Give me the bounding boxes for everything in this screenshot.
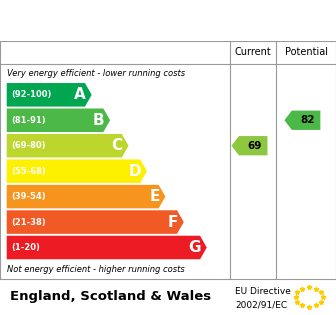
Polygon shape	[284, 111, 320, 130]
Text: England, Scotland & Wales: England, Scotland & Wales	[10, 290, 211, 303]
Text: (81-91): (81-91)	[11, 116, 46, 125]
Text: E: E	[149, 189, 160, 204]
Text: 69: 69	[248, 141, 262, 151]
Text: (69-80): (69-80)	[11, 141, 46, 150]
Text: A: A	[74, 87, 86, 102]
Text: (21-38): (21-38)	[11, 218, 46, 226]
Polygon shape	[7, 210, 184, 234]
Text: 82: 82	[300, 115, 315, 125]
Text: Potential: Potential	[285, 47, 328, 57]
Text: D: D	[129, 164, 141, 179]
Polygon shape	[7, 83, 92, 106]
Polygon shape	[7, 236, 207, 259]
Text: B: B	[93, 113, 104, 128]
Text: Very energy efficient - lower running costs: Very energy efficient - lower running co…	[7, 69, 185, 78]
Text: (1-20): (1-20)	[11, 243, 40, 252]
Text: (39-54): (39-54)	[11, 192, 46, 201]
Text: F: F	[168, 215, 178, 230]
Text: EU Directive: EU Directive	[235, 287, 291, 296]
Text: G: G	[188, 240, 201, 255]
Text: Not energy efficient - higher running costs: Not energy efficient - higher running co…	[7, 265, 184, 273]
Text: C: C	[112, 138, 123, 153]
Text: (92-100): (92-100)	[11, 90, 51, 99]
Polygon shape	[7, 159, 147, 183]
Polygon shape	[7, 134, 128, 158]
Text: Energy Efficiency Rating: Energy Efficiency Rating	[10, 11, 239, 30]
Text: (55-68): (55-68)	[11, 167, 46, 176]
Polygon shape	[7, 185, 165, 209]
Text: 2002/91/EC: 2002/91/EC	[235, 301, 287, 309]
Polygon shape	[232, 136, 267, 155]
Text: Current: Current	[235, 47, 271, 57]
Polygon shape	[7, 108, 110, 132]
